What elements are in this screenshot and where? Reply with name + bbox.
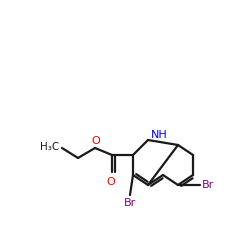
- Text: NH: NH: [150, 130, 168, 140]
- Text: O: O: [92, 136, 100, 146]
- Text: Br: Br: [202, 180, 214, 190]
- Text: Br: Br: [124, 198, 136, 208]
- Text: O: O: [106, 177, 116, 187]
- Text: H₃C: H₃C: [40, 142, 59, 152]
